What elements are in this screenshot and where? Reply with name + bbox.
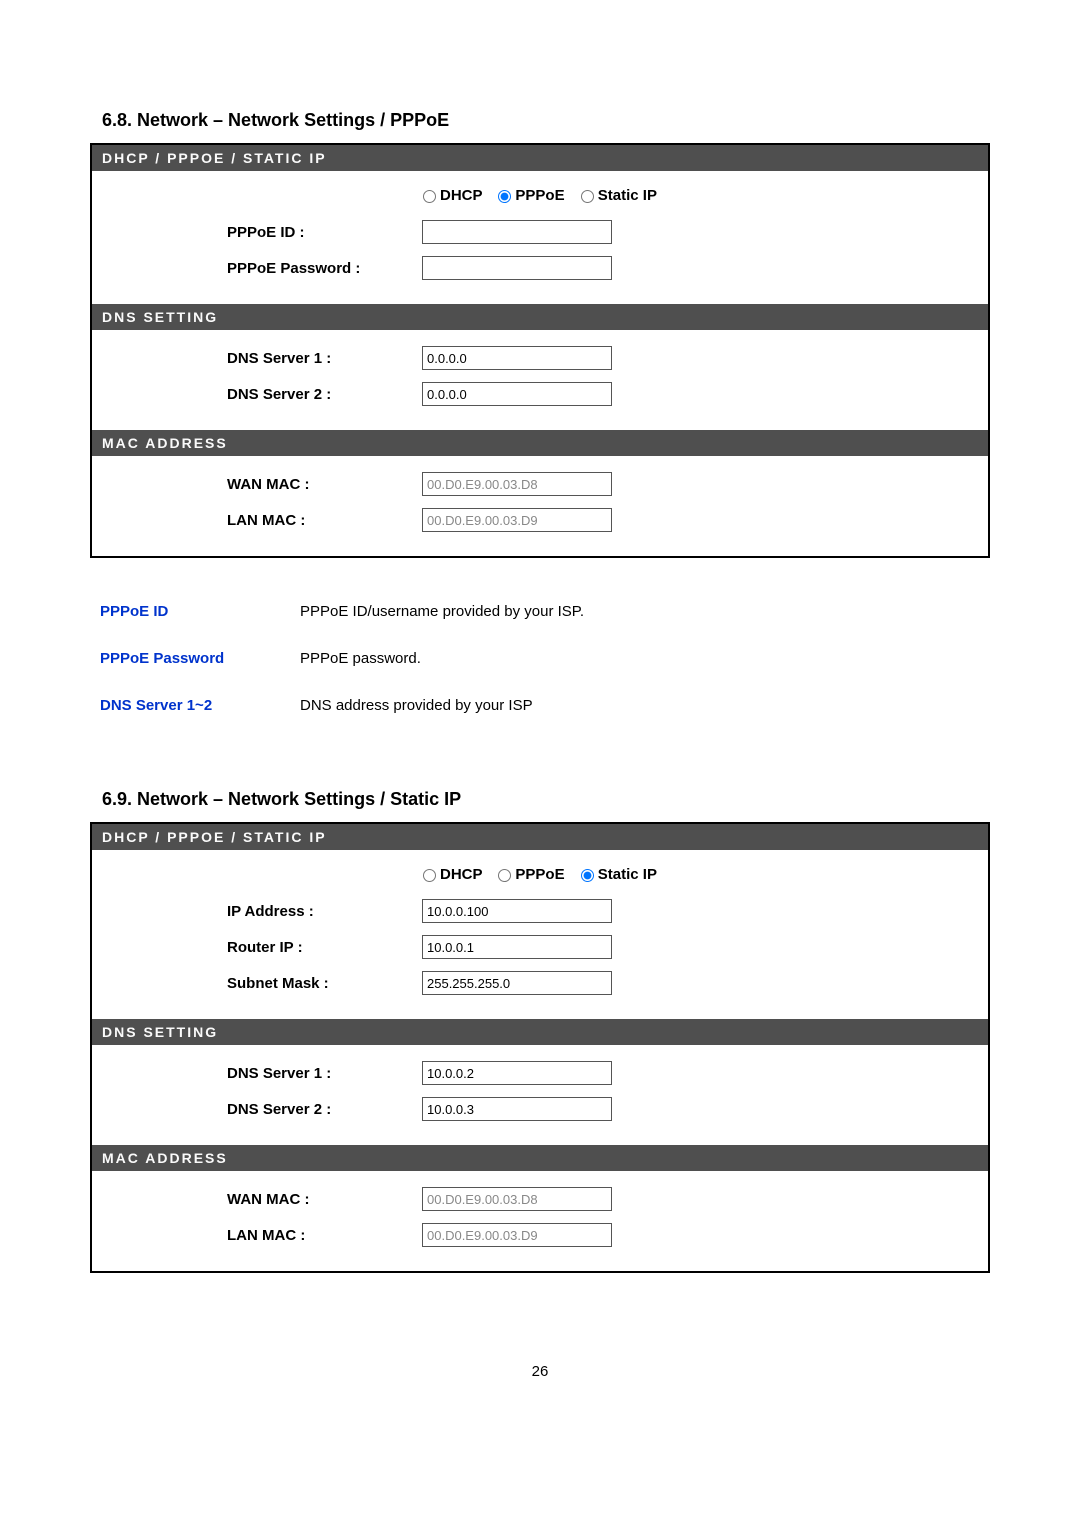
pppoe-id-input[interactable] <box>422 220 612 244</box>
desc-def-dns: DNS address provided by your ISP <box>300 697 533 714</box>
radio-pppoe-input-69[interactable] <box>498 869 511 882</box>
panel-pppoe: DHCP / PPPOE / STATIC IP DHCP PPPoE Stat… <box>90 143 990 558</box>
section-header-dhcp-68: DHCP / PPPOE / STATIC IP <box>92 145 988 171</box>
lan-mac-label-68: LAN MAC : <box>102 512 422 529</box>
radio-static-label-69: Static IP <box>598 866 657 883</box>
ip-address-label: IP Address : <box>102 903 422 920</box>
router-ip-label: Router IP : <box>102 939 422 956</box>
section-header-mac-68: MAC ADDRESS <box>92 430 988 456</box>
radio-static-label-68: Static IP <box>598 187 657 204</box>
description-table: PPPoE ID PPPoE ID/username provided by y… <box>100 588 990 729</box>
lan-mac-input-68 <box>422 508 612 532</box>
section-header-dns-69: DNS SETTING <box>92 1019 988 1045</box>
radio-static-input-68[interactable] <box>581 190 594 203</box>
dns1-label-69: DNS Server 1 : <box>102 1065 422 1082</box>
radio-pppoe-input-68[interactable] <box>498 190 511 203</box>
dns1-input-69[interactable] <box>422 1061 612 1085</box>
section-header-dns-68: DNS SETTING <box>92 304 988 330</box>
section-header-mac-69: MAC ADDRESS <box>92 1145 988 1171</box>
dns1-label-68: DNS Server 1 : <box>102 350 422 367</box>
router-ip-input[interactable] <box>422 935 612 959</box>
subnet-mask-label: Subnet Mask : <box>102 975 422 992</box>
wan-mac-input-68 <box>422 472 612 496</box>
pppoe-pw-input[interactable] <box>422 256 612 280</box>
radio-dhcp-68[interactable]: DHCP <box>423 187 486 204</box>
radio-static-69[interactable]: Static IP <box>581 866 657 883</box>
radio-dhcp-input-68[interactable] <box>423 190 436 203</box>
radio-static-68[interactable]: Static IP <box>581 187 657 204</box>
panel-static: DHCP / PPPOE / STATIC IP DHCP PPPoE Stat… <box>90 822 990 1273</box>
desc-term-dns: DNS Server 1~2 <box>100 697 300 714</box>
heading-69: 6.9. Network – Network Settings / Static… <box>90 789 990 810</box>
lan-mac-input-69 <box>422 1223 612 1247</box>
radio-pppoe-68[interactable]: PPPoE <box>498 187 568 204</box>
radio-pppoe-label-68: PPPoE <box>515 187 564 204</box>
radio-dhcp-label-69: DHCP <box>440 866 482 883</box>
lan-mac-label-69: LAN MAC : <box>102 1227 422 1244</box>
radio-pppoe-label-69: PPPoE <box>515 866 564 883</box>
dns2-label-69: DNS Server 2 : <box>102 1101 422 1118</box>
wan-mac-label-69: WAN MAC : <box>102 1191 422 1208</box>
wan-mac-label-68: WAN MAC : <box>102 476 422 493</box>
pppoe-id-label: PPPoE ID : <box>102 224 422 241</box>
dns2-input-68[interactable] <box>422 382 612 406</box>
radio-pppoe-69[interactable]: PPPoE <box>498 866 568 883</box>
wan-mac-input-69 <box>422 1187 612 1211</box>
dns1-input-68[interactable] <box>422 346 612 370</box>
heading-68: 6.8. Network – Network Settings / PPPoE <box>90 110 990 131</box>
page-number: 26 <box>90 1363 990 1380</box>
desc-term-pppoe-id: PPPoE ID <box>100 603 300 620</box>
radio-dhcp-69[interactable]: DHCP <box>423 866 486 883</box>
dns2-label-68: DNS Server 2 : <box>102 386 422 403</box>
radio-static-input-69[interactable] <box>581 869 594 882</box>
desc-def-pppoe-pw: PPPoE password. <box>300 650 421 667</box>
subnet-mask-input[interactable] <box>422 971 612 995</box>
ip-address-input[interactable] <box>422 899 612 923</box>
pppoe-pw-label: PPPoE Password : <box>102 260 422 277</box>
desc-term-pppoe-pw: PPPoE Password <box>100 650 300 667</box>
radio-row-68: DHCP PPPoE Static IP <box>102 181 978 214</box>
radio-dhcp-input-69[interactable] <box>423 869 436 882</box>
radio-row-69: DHCP PPPoE Static IP <box>102 860 978 893</box>
section-header-dhcp-69: DHCP / PPPOE / STATIC IP <box>92 824 988 850</box>
dns2-input-69[interactable] <box>422 1097 612 1121</box>
desc-def-pppoe-id: PPPoE ID/username provided by your ISP. <box>300 603 584 620</box>
radio-dhcp-label-68: DHCP <box>440 187 482 204</box>
